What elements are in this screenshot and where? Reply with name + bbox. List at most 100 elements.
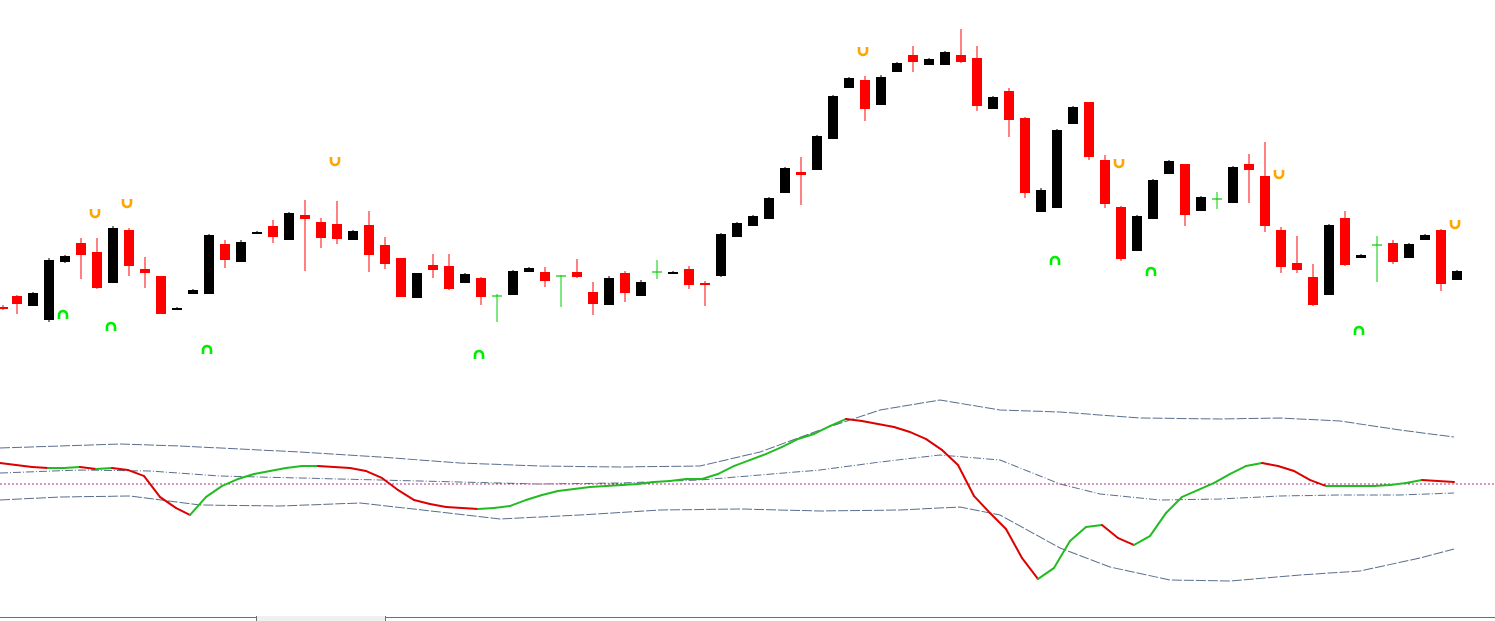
candle-body <box>764 198 774 219</box>
candle-body <box>1020 118 1030 193</box>
candle-55 <box>876 75 886 105</box>
candle-body <box>1052 130 1062 208</box>
oscillator-segment <box>205 485 223 498</box>
candle-20 <box>316 218 326 248</box>
candle-38 <box>604 276 614 305</box>
middle-band <box>0 454 1455 501</box>
oscillator-segment <box>175 507 191 516</box>
oscillator-segment <box>861 420 879 425</box>
sell-arrow-icon-11 <box>1113 159 1125 169</box>
buy-arrow-icon-5 <box>1145 266 1157 276</box>
lower-band <box>0 495 1455 582</box>
candle-body <box>332 224 342 239</box>
candle-body <box>204 235 214 294</box>
candle-6 <box>92 238 102 289</box>
candle-37 <box>588 282 598 315</box>
sell-arrow-shape <box>1449 220 1461 230</box>
candle-42 <box>668 271 678 274</box>
oscillator-segment <box>349 467 367 472</box>
oscillator-segment <box>525 494 543 501</box>
oscillator-segment <box>605 484 623 487</box>
oscillator-segment <box>79 466 97 470</box>
candle-body <box>220 244 230 260</box>
candle-86 <box>1372 236 1382 282</box>
oscillator-segment <box>1213 473 1231 484</box>
oscillator-segment <box>1229 465 1247 475</box>
oscillator-segment <box>781 438 799 448</box>
buy-arrow-shape <box>1049 255 1061 265</box>
candle-body <box>1436 230 1446 284</box>
candle-80 <box>1276 227 1286 273</box>
candle-body <box>140 269 150 273</box>
oscillator-segment <box>845 418 863 422</box>
candle-48 <box>764 197 774 219</box>
candle-56 <box>892 62 902 72</box>
oscillator-segment <box>333 466 351 469</box>
candle-body <box>876 77 886 105</box>
candle-73 <box>1164 160 1174 174</box>
oscillator-segment <box>365 470 383 479</box>
candle-body <box>1132 216 1142 251</box>
candle-50 <box>796 157 806 205</box>
candle-body <box>460 274 470 283</box>
oscillator-segment <box>269 467 287 472</box>
candle-31 <box>492 294 502 322</box>
bottom-scrollbar[interactable] <box>0 617 1495 621</box>
candle-body <box>1404 244 1414 258</box>
buy-arrow-icon-2 <box>201 344 213 354</box>
candle-76 <box>1212 192 1222 209</box>
candle-body <box>316 222 326 238</box>
candle-body <box>348 231 358 240</box>
candle-body <box>604 278 614 305</box>
oscillator-segment <box>461 507 479 510</box>
candle-34 <box>540 267 550 287</box>
candle-54 <box>860 76 870 121</box>
candle-body <box>780 168 790 193</box>
candle-body <box>844 78 854 88</box>
candle-9 <box>140 257 150 288</box>
oscillator-segment <box>1405 479 1423 484</box>
candle-83 <box>1324 224 1334 295</box>
buy-arrow-shape <box>201 344 213 354</box>
candle-75 <box>1196 196 1206 211</box>
candle-body <box>540 272 550 281</box>
oscillator-segment <box>925 438 943 451</box>
candle-79 <box>1260 142 1270 232</box>
candle-51 <box>812 135 822 170</box>
candle-body <box>1196 197 1206 211</box>
buy-arrow-icon-1 <box>105 321 117 331</box>
oscillator-segment <box>189 496 207 516</box>
oscillator-segment <box>317 465 335 468</box>
candle-body <box>524 268 534 272</box>
oscillator-segment <box>653 480 671 483</box>
oscillator-segment <box>253 470 271 475</box>
candle-84 <box>1340 211 1350 266</box>
upper-band <box>0 399 1455 468</box>
candle-body <box>700 283 710 285</box>
candle-body <box>76 243 86 255</box>
oscillator-segment <box>717 465 735 475</box>
candle-body <box>636 282 646 296</box>
candle-body <box>892 63 902 72</box>
oscillator-segment <box>637 481 655 485</box>
candle-69 <box>1100 155 1110 208</box>
oscillator-segment <box>1101 524 1119 539</box>
bottom-tab[interactable] <box>256 616 386 621</box>
candle-body <box>300 215 310 219</box>
candle-body <box>284 213 294 240</box>
candle-body <box>1340 218 1350 265</box>
candle-77 <box>1228 166 1238 203</box>
oscillator-segment <box>1053 540 1071 569</box>
candle-39 <box>620 271 630 302</box>
candle-body <box>940 52 950 65</box>
candle-30 <box>476 277 486 305</box>
oscillator-segment <box>893 426 911 433</box>
oscillator-segment <box>1021 557 1039 580</box>
oscillator-segment <box>797 433 815 440</box>
signal-arrows <box>57 47 1461 359</box>
candle-body <box>124 230 134 266</box>
candle-body <box>172 308 182 310</box>
candle-61 <box>972 46 982 111</box>
